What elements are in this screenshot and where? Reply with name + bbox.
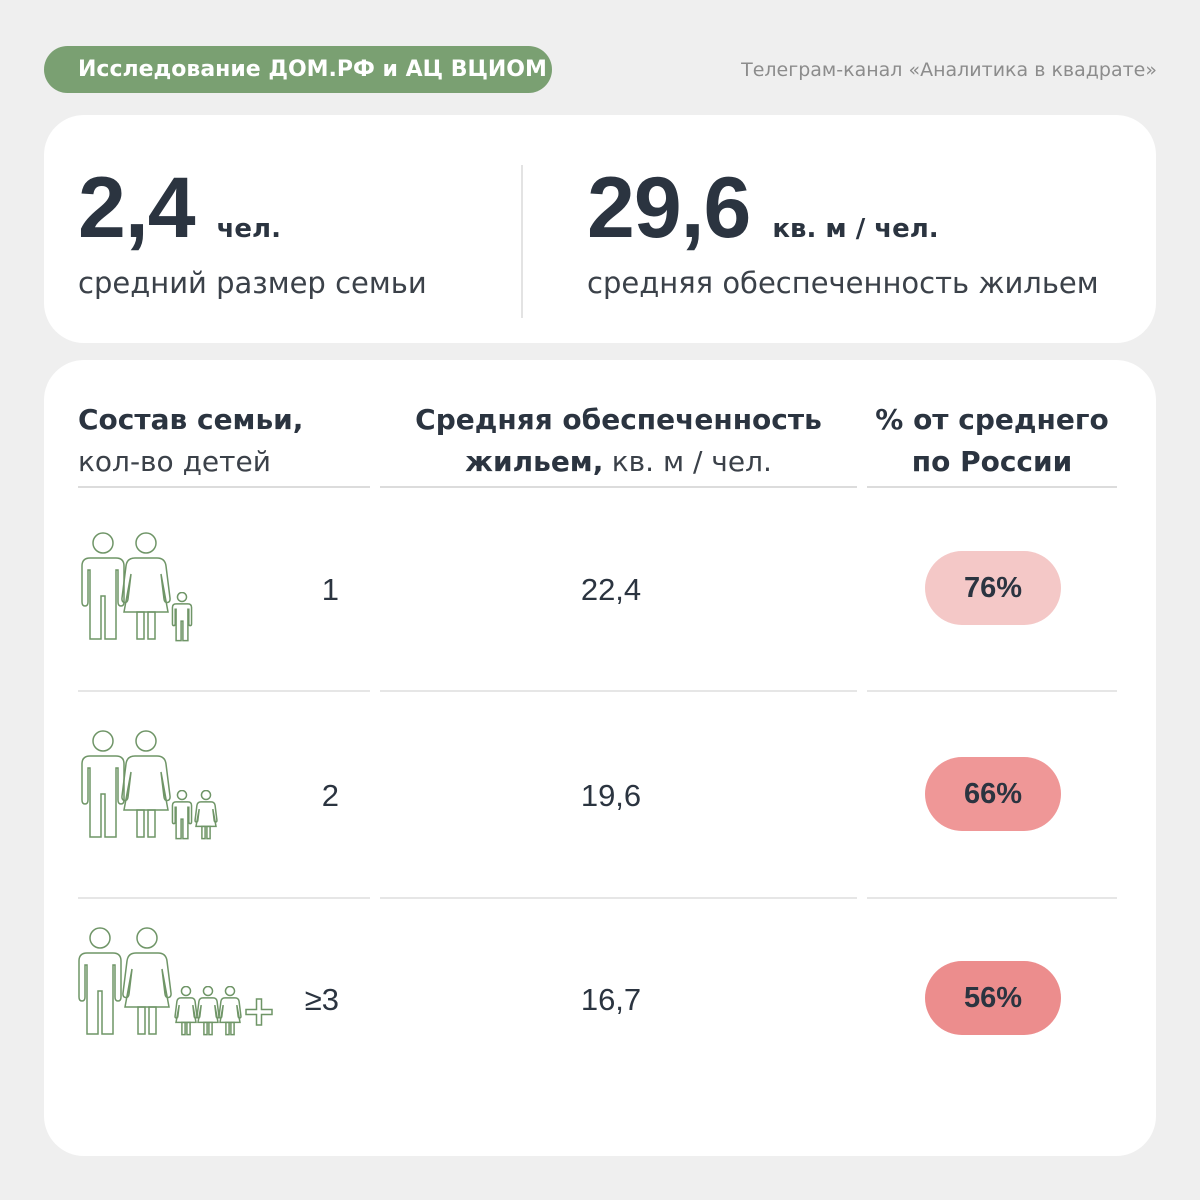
father-figure — [78, 927, 122, 1035]
percent-badge: 76% — [925, 551, 1061, 625]
column-header-bold-part: жильем, — [465, 445, 604, 478]
son-figure — [172, 790, 192, 840]
column-header-line: кол-во детей — [78, 445, 271, 478]
stat-housing-per-person: 29,6 кв. м / чел. средняя обеспеченность… — [587, 165, 1099, 300]
stat-label: средняя обеспеченность жильем — [587, 266, 1099, 300]
daughter-figure — [194, 790, 218, 840]
child-figure — [218, 986, 242, 1036]
stat-unit: кв. м / чел. — [772, 214, 939, 244]
column-header-line: жильем, кв. м / чел. — [380, 441, 857, 483]
row-separator — [867, 690, 1117, 692]
father-figure — [81, 730, 125, 838]
vertical-divider — [521, 165, 523, 318]
children-count: ≥3 — [304, 982, 339, 1017]
column-header-line: % от среднего — [875, 403, 1109, 436]
row-separator — [380, 897, 857, 899]
stat-value-line: 29,6 кв. м / чел. — [587, 165, 1099, 251]
stat-unit: чел. — [216, 214, 281, 244]
header-underline — [867, 486, 1117, 488]
table-row: 1 22,4 76% — [44, 488, 1156, 690]
child-figure — [196, 986, 220, 1036]
child-figure — [172, 592, 192, 642]
column-header-unit: кв. м / чел. — [611, 445, 772, 478]
stat-value: 29,6 — [587, 160, 751, 256]
mother-figure — [121, 532, 171, 640]
column-header-line: Средняя обеспеченность — [415, 403, 822, 436]
header-underline — [380, 486, 857, 488]
family-one-child-icon — [81, 532, 192, 642]
father-figure — [81, 532, 125, 640]
row-separator — [78, 690, 370, 692]
telegram-channel-credit: Телеграм-канал «Аналитика в квадрате» — [741, 59, 1157, 81]
percent-badge: 56% — [925, 961, 1061, 1035]
housing-table-card: Состав семьи, кол-во детей Средняя обесп… — [44, 360, 1156, 1156]
mother-figure — [121, 730, 171, 838]
percent-badge: 66% — [925, 757, 1061, 831]
stat-family-size: 2,4 чел. средний размер семьи — [78, 165, 427, 300]
stat-value: 2,4 — [78, 160, 196, 256]
stat-value-line: 2,4 чел. — [78, 165, 427, 251]
column-header-line: Состав семьи, — [78, 403, 304, 436]
table-row: ≥3 16,7 56% — [44, 899, 1156, 1099]
children-count: 2 — [321, 778, 339, 813]
housing-value: 19,6 — [580, 778, 642, 813]
column-header-housing: Средняя обеспеченность жильем, кв. м / че… — [380, 399, 857, 483]
study-source-badge: Исследование ДОМ.РФ и АЦ ВЦИОМ — [44, 46, 552, 93]
family-three-plus-children-icon — [78, 927, 273, 1036]
column-header-family: Состав семьи, кол-во детей — [78, 399, 378, 483]
column-header-percent: % от среднего по России — [867, 399, 1117, 483]
table-row: 2 19,6 66% — [44, 692, 1156, 897]
summary-card: 2,4 чел. средний размер семьи 29,6 кв. м… — [44, 115, 1156, 343]
row-separator — [78, 897, 370, 899]
row-separator — [867, 897, 1117, 899]
plus-icon — [245, 998, 273, 1026]
children-count: 1 — [321, 572, 339, 607]
row-separator — [380, 690, 857, 692]
stat-label: средний размер семьи — [78, 266, 427, 300]
housing-value: 22,4 — [580, 572, 642, 607]
column-header-line: по России — [911, 445, 1073, 478]
child-figure — [174, 986, 198, 1036]
header-underline — [78, 486, 370, 488]
mother-figure — [122, 927, 172, 1035]
family-two-children-icon — [81, 730, 218, 840]
housing-value: 16,7 — [580, 982, 642, 1017]
